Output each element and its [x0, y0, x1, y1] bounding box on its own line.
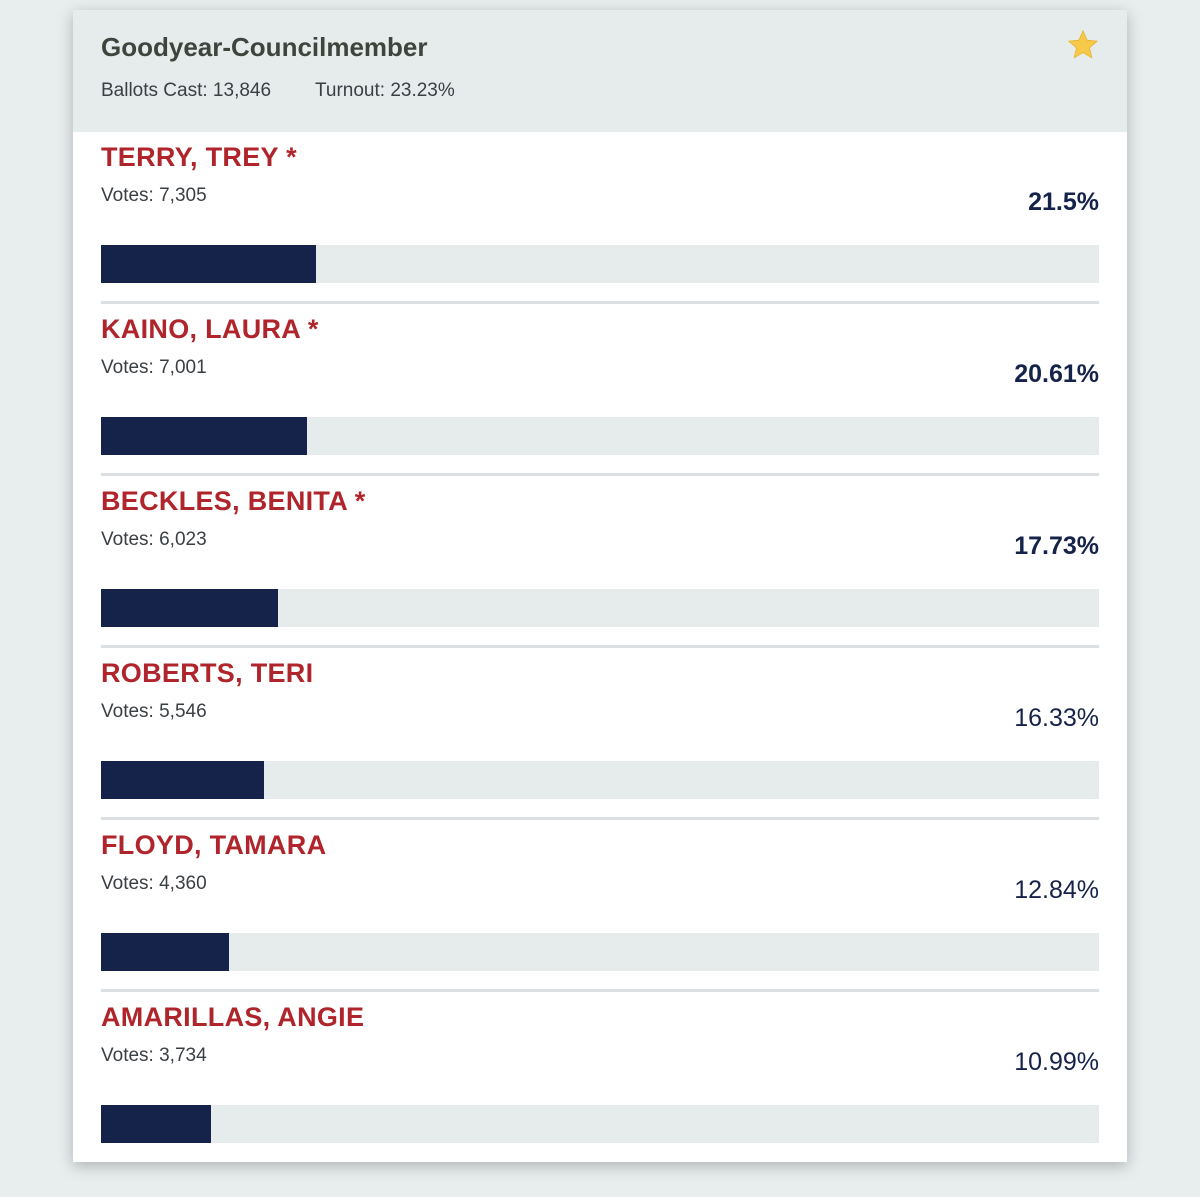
card-header: Goodyear-Councilmember Ballots Cast: 13,…: [73, 10, 1127, 132]
candidate-votes: Votes: 7,305: [101, 185, 207, 206]
progress-track: [101, 245, 1099, 283]
ballots-cast: Ballots Cast: 13,846: [101, 80, 272, 101]
candidate-votes: Votes: 7,001: [101, 357, 207, 378]
candidate-row: AMARILLAS, ANGIE Votes: 3,734 10.99%: [73, 992, 1127, 1164]
candidate-name: AMARILLAS, ANGIE: [101, 1002, 365, 1032]
candidate-percent: 17.73%: [1014, 532, 1099, 560]
progress-bar: [101, 933, 230, 971]
candidate-votes: Votes: 4,360: [101, 873, 207, 894]
progress-bar: [101, 417, 307, 455]
progress-bar: [101, 589, 278, 627]
candidate-percent: 16.33%: [1014, 704, 1099, 732]
candidate-row: FLOYD, TAMARA Votes: 4,360 12.84%: [73, 820, 1127, 992]
candidate-row: ROBERTS, TERI Votes: 5,546 16.33%: [73, 648, 1127, 820]
candidate-row: BECKLES, BENITA * Votes: 6,023 17.73%: [73, 476, 1127, 648]
progress-bar: [101, 761, 264, 799]
candidate-row: KAINO, LAURA * Votes: 7,001 20.61%: [73, 304, 1127, 476]
candidate-name: BECKLES, BENITA *: [101, 486, 366, 516]
progress-track: [101, 417, 1099, 455]
progress-track: [101, 589, 1099, 627]
progress-bar: [101, 245, 316, 283]
candidate-votes: Votes: 3,734: [101, 1045, 207, 1066]
candidate-name: FLOYD, TAMARA: [101, 830, 327, 860]
candidate-name: ROBERTS, TERI: [101, 658, 314, 688]
row-separator: [101, 817, 1099, 820]
row-separator: [101, 989, 1099, 992]
candidate-percent: 20.61%: [1014, 360, 1099, 388]
progress-bar: [101, 1105, 211, 1143]
candidate-percent: 10.99%: [1014, 1048, 1099, 1076]
race-title: Goodyear-Councilmember: [101, 32, 428, 62]
row-separator: [101, 301, 1099, 304]
candidate-name: KAINO, LAURA *: [101, 314, 319, 344]
candidate-votes: Votes: 6,023: [101, 529, 207, 550]
candidate-row: TERRY, TREY * Votes: 7,305 21.5%: [73, 132, 1127, 304]
favorite-star[interactable]: [1066, 28, 1100, 62]
turnout: Turnout: 23.23%: [315, 80, 455, 101]
results-card: Goodyear-Councilmember Ballots Cast: 13,…: [73, 10, 1127, 1162]
progress-track: [101, 933, 1099, 971]
row-separator: [101, 645, 1099, 648]
candidate-votes: Votes: 5,546: [101, 701, 207, 722]
progress-track: [101, 761, 1099, 799]
row-separator: [101, 473, 1099, 476]
candidate-percent: 21.5%: [1028, 188, 1099, 216]
progress-track: [101, 1105, 1099, 1143]
candidate-name: TERRY, TREY *: [101, 142, 297, 172]
candidate-percent: 12.84%: [1014, 876, 1099, 904]
